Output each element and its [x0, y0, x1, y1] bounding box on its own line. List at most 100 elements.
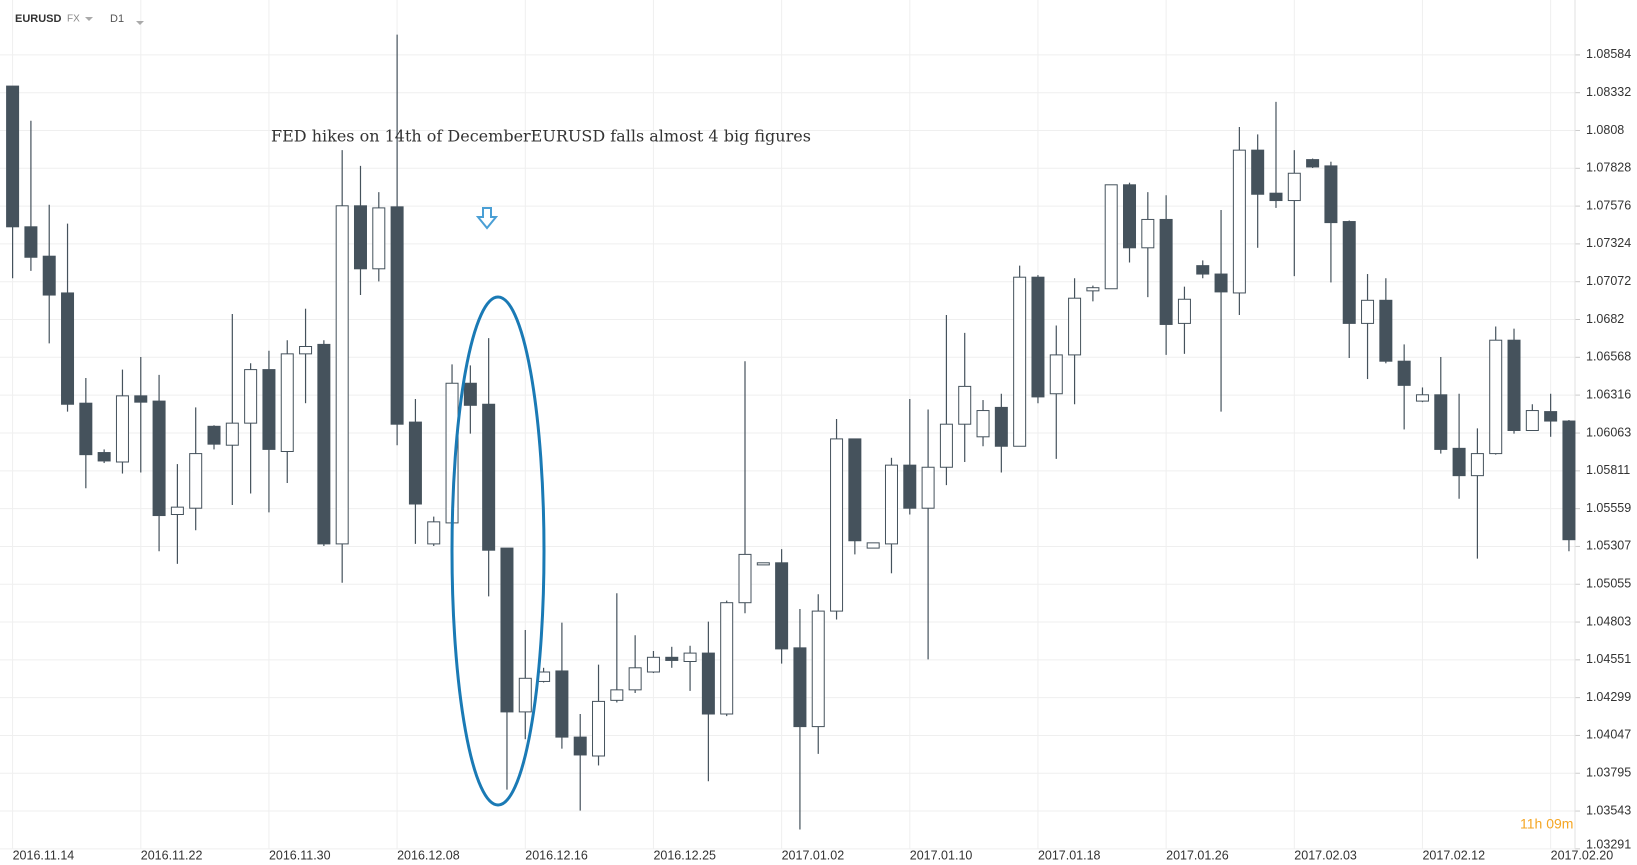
- candle-body: [463, 382, 477, 406]
- y-tick-label: 1.06316: [1586, 387, 1631, 401]
- y-tick-label: 1.05307: [1586, 539, 1631, 553]
- x-tick-label: 2016.11.14: [13, 848, 75, 862]
- y-tick-label: 1.08332: [1586, 85, 1631, 99]
- candle-body: [1049, 354, 1063, 395]
- candle-body: [500, 547, 514, 713]
- candle-body: [866, 542, 880, 549]
- candle-body: [1086, 287, 1100, 292]
- y-tick-label: 1.05055: [1586, 577, 1631, 591]
- candle-body: [1287, 172, 1301, 202]
- candle-body: [701, 652, 715, 715]
- y-tick-label: 1.04047: [1586, 728, 1631, 742]
- dropdown-arrow[interactable]: [136, 21, 144, 25]
- candle-body: [1251, 149, 1265, 195]
- y-tick-label: 1.03795: [1586, 766, 1631, 780]
- candle-body: [79, 402, 93, 456]
- x-tick-label: 2016.11.22: [141, 848, 203, 862]
- candle-body: [1196, 265, 1210, 275]
- candle-body: [262, 369, 276, 450]
- candle-body: [152, 400, 166, 517]
- y-tick-label: 1.04803: [1586, 614, 1631, 628]
- candle-body: [1159, 218, 1173, 325]
- candle-body: [1452, 447, 1466, 477]
- x-tick-label: 2016.12.16: [525, 848, 588, 862]
- candle-body: [1104, 184, 1118, 290]
- candle-body: [1397, 360, 1411, 386]
- candle-body: [720, 602, 734, 715]
- y-tick-label: 1.07072: [1586, 274, 1631, 288]
- candle-body: [738, 553, 752, 604]
- y-tick-label: 1.03291: [1586, 837, 1631, 851]
- candle-body: [1361, 299, 1375, 324]
- candle-body: [1141, 218, 1155, 249]
- candle-body: [848, 438, 862, 542]
- candle-body: [1269, 192, 1283, 202]
- candle-body: [793, 647, 807, 728]
- candle-body: [1068, 297, 1082, 356]
- y-tick-label: 1.05559: [1586, 501, 1631, 515]
- candle-body: [225, 422, 239, 446]
- y-tick-label: 1.07576: [1586, 198, 1631, 212]
- candle-body: [683, 652, 697, 662]
- candle-body: [1489, 339, 1503, 455]
- candle-body: [976, 410, 990, 438]
- candle-body: [317, 343, 331, 545]
- candle-body: [994, 406, 1008, 447]
- candle-body: [207, 425, 221, 445]
- candle-body: [1470, 453, 1484, 477]
- candle-body: [903, 464, 917, 509]
- x-tick-label: 2016.12.08: [397, 848, 460, 862]
- candle-body: [372, 207, 386, 270]
- candle-body: [1544, 411, 1558, 422]
- annotation: FED hikes on 14th of DecemberEURUSD fall…: [271, 127, 811, 146]
- candle-body: [1562, 420, 1576, 541]
- candles: [6, 34, 1576, 830]
- x-tick-label: 2017.01.18: [1038, 848, 1101, 862]
- x-tick-label: 2017.02.20: [1551, 848, 1614, 862]
- y-tick-label: 1.08584: [1586, 47, 1631, 61]
- candle-body: [1214, 273, 1228, 293]
- candle-body: [1324, 165, 1338, 224]
- market[interactable]: FX: [67, 14, 80, 25]
- candle-body: [1123, 184, 1137, 249]
- candle-body: [170, 506, 184, 515]
- candle-body: [939, 423, 953, 468]
- candle-body: [134, 395, 148, 403]
- candle-body: [958, 385, 972, 425]
- candle-body: [353, 205, 367, 270]
- candle-body: [42, 255, 56, 296]
- candle-body: [811, 610, 825, 728]
- candle-body: [646, 656, 660, 673]
- candle-body: [628, 667, 642, 691]
- candle-body: [592, 700, 606, 757]
- candle-body: [335, 205, 349, 545]
- candle-body: [1177, 298, 1191, 324]
- candle-body: [299, 346, 313, 355]
- candle-body: [61, 292, 75, 405]
- y-tick-label: 1.07324: [1586, 236, 1631, 250]
- candle-body: [518, 677, 532, 713]
- candle-body: [1525, 410, 1539, 431]
- candle-body: [6, 85, 20, 228]
- symbol: EURUSD: [15, 13, 62, 25]
- x-tick-label: 2017.02.03: [1294, 848, 1357, 862]
- y-tick-label: 1.05811: [1586, 463, 1630, 477]
- candle-body: [280, 353, 294, 453]
- candle-body: [390, 206, 404, 425]
- x-tick-label: 2017.01.26: [1166, 848, 1229, 862]
- candle-body: [24, 226, 38, 258]
- x-tick-label: 2017.02.12: [1422, 848, 1485, 862]
- x-tick-label: 2017.01.10: [910, 848, 973, 862]
- dropdown-arrow[interactable]: [85, 17, 93, 21]
- candle-body: [482, 403, 496, 551]
- candle-body: [573, 736, 587, 756]
- y-tick-label: 1.06063: [1586, 425, 1631, 439]
- y-tick-label: 1.04299: [1586, 690, 1631, 704]
- candle-body: [665, 656, 679, 661]
- y-tick-label: 1.06568: [1586, 350, 1631, 364]
- timeframe[interactable]: D1: [110, 13, 124, 25]
- candle-body: [97, 452, 111, 462]
- candle-body: [1031, 276, 1045, 398]
- candle-body: [189, 453, 203, 509]
